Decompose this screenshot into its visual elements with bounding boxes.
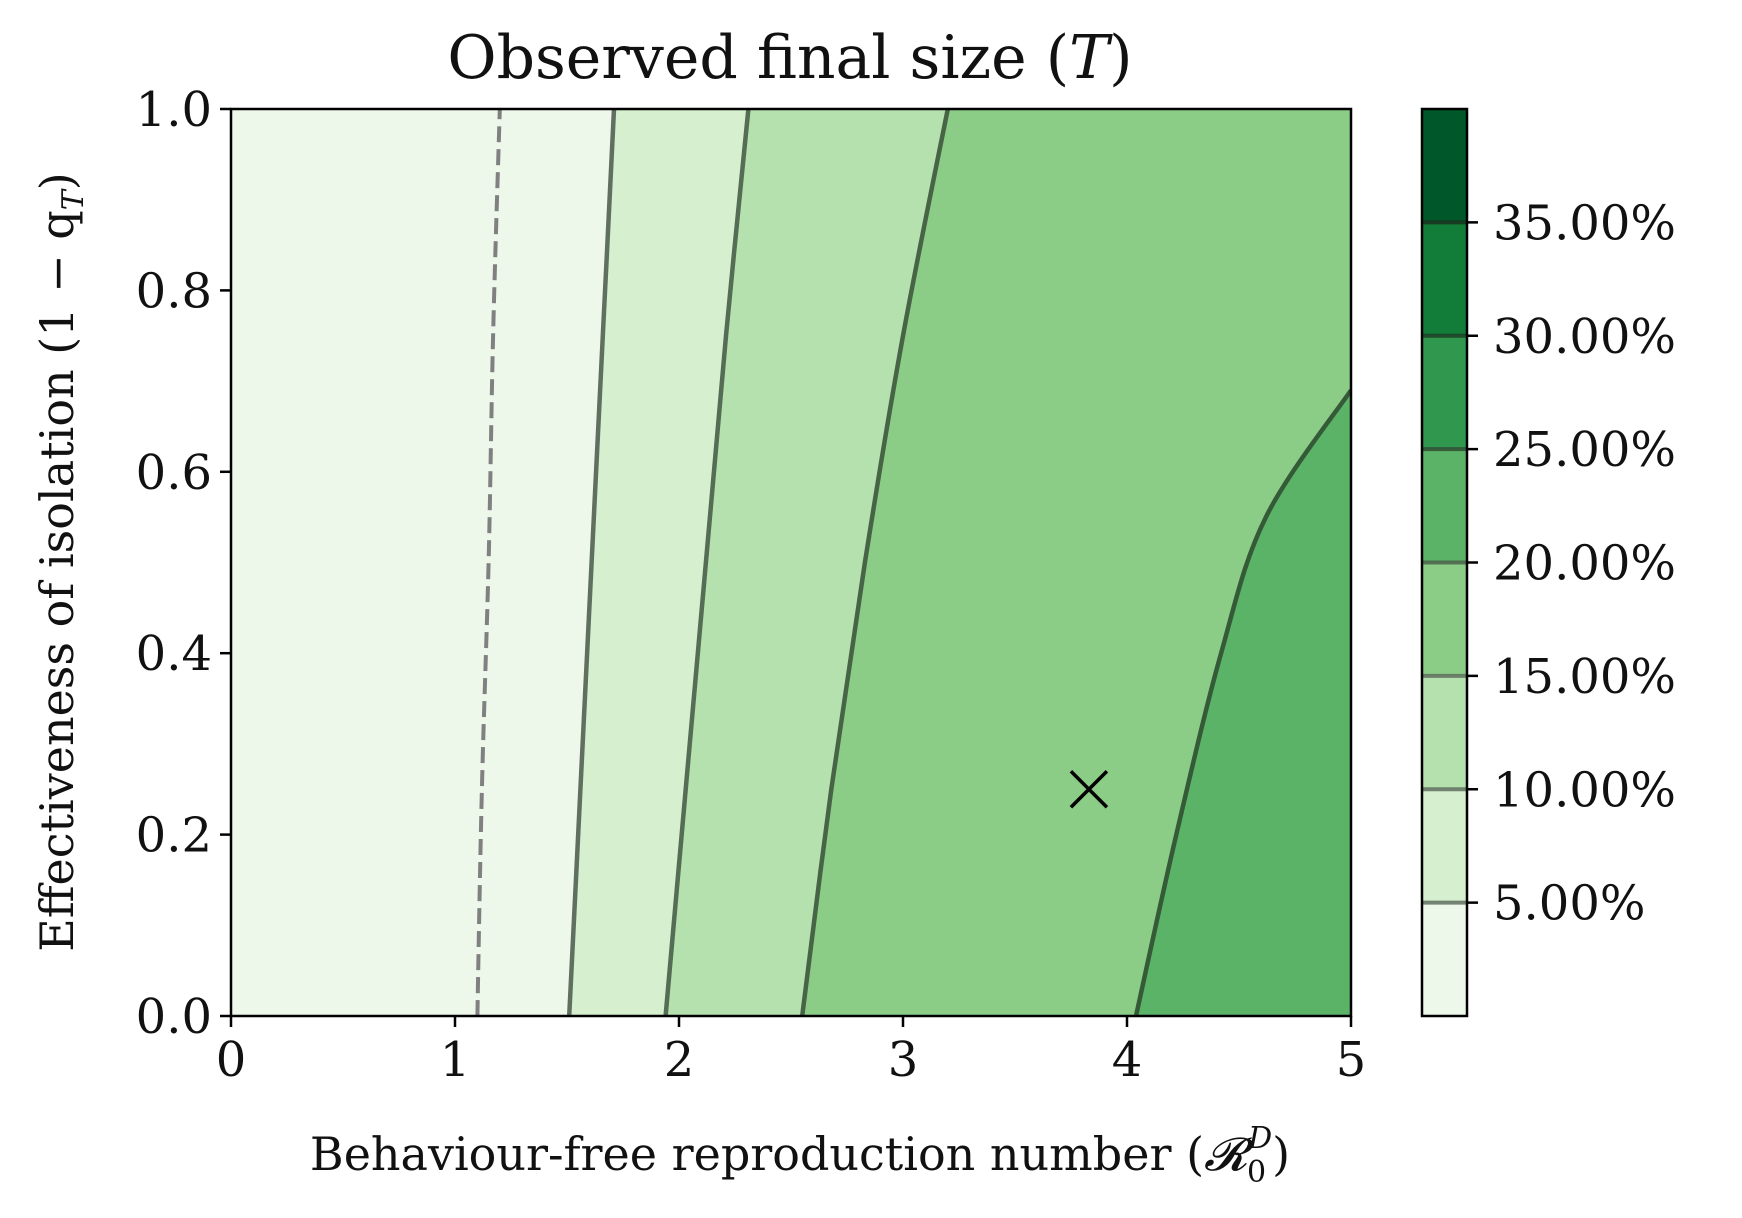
svg-text:0: 0 [216,1032,247,1088]
colorbar-frame [1420,107,1469,1018]
contour-line-15pct [799,109,951,1016]
colorbar-tick-10pct: 10.00% [1422,762,1676,818]
colorbar-band-0 [1422,902,1467,1016]
x-tick-2: 2 [664,1016,695,1088]
plot-frame [229,107,1353,1018]
y-tick-5: 1.0 [136,82,231,138]
svg-text:5: 5 [1336,1032,1367,1088]
svg-text:4: 4 [1112,1032,1143,1088]
colorbar-band-4 [1422,449,1467,563]
colorbar-band-2 [1422,675,1467,790]
current-estimate-marker [1069,770,1109,809]
colorbar-tick-20pct: 20.00% [1422,536,1676,592]
svg-text:35.00%: 35.00% [1493,195,1676,251]
colorbar-ticks: 5.00% 10.00% 15.00% 20.00% 25.00% 30.00%… [1422,195,1676,932]
colorbar-band-1 [1422,789,1467,903]
svg-text:10.00%: 10.00% [1493,762,1676,818]
x-tick-3: 3 [888,1016,919,1088]
chart-title-symbol: T [1069,23,1113,93]
contour-band-4 [1136,390,1351,1016]
contour-line-10pct [663,109,751,1016]
contour-bands [231,109,1351,1016]
colorbar-tick-15pct: 15.00% [1422,649,1676,705]
svg-text:2: 2 [664,1032,695,1088]
y-tick-0: 0.0 [136,989,231,1045]
y-axis-expr: 1 − q [30,210,84,337]
x-tick-0: 0 [216,1016,247,1088]
plot-area [229,107,1353,1018]
y-axis: 0.0 0.2 0.4 0.6 0.8 1.0 Effectiveness of… [30,82,231,1045]
colorbar-tick-5pct: 5.00% [1422,876,1645,932]
x-tick-4: 4 [1112,1016,1143,1088]
y-tick-2: 0.4 [136,626,231,682]
x-tick-5: 5 [1336,1016,1367,1088]
y-tick-4: 0.8 [136,263,231,319]
svg-text:0.8: 0.8 [136,263,212,319]
svg-text:30.00%: 30.00% [1493,309,1676,365]
y-axis-label: Effectiveness of isolation (1 − qT) [30,172,91,951]
chart-title-text: Observed final size [447,23,1026,93]
svg-text:0.0: 0.0 [136,989,212,1045]
x-axis-symbol-sub: 0 [1247,1155,1266,1190]
contour-line-5pct [566,109,617,1016]
y-tick-1: 0.2 [136,808,231,864]
colorbar-band-5 [1422,335,1467,450]
y-tick-3: 0.6 [136,445,231,501]
svg-text:0.4: 0.4 [136,626,212,682]
svg-text:1.0: 1.0 [136,82,212,138]
contour-line-20pct [1133,388,1351,1016]
colorbar-bands [1422,109,1467,1016]
x-axis-label: Behaviour-free reproduction number (𝓡0D) [310,1121,1290,1190]
colorbar-band-6 [1422,222,1467,336]
svg-text:20.00%: 20.00% [1493,536,1676,592]
colorbar: 5.00% 10.00% 15.00% 20.00% 25.00% 30.00%… [1420,107,1676,1018]
colorbar-tick-25pct: 25.00% [1422,422,1676,478]
colorbar-band-3 [1422,562,1467,676]
contour-lines [475,109,1351,1016]
y-axis-expr-sub: T [56,188,91,210]
svg-text:1: 1 [440,1032,471,1088]
svg-text:5.00%: 5.00% [1493,876,1645,932]
x-axis-symbol-sup: D [1247,1121,1272,1156]
svg-text:0.2: 0.2 [136,808,212,864]
colorbar-tick-30pct: 30.00% [1422,309,1676,365]
chart-title: Observed final size (T) [447,23,1132,93]
x-axis: 0 1 2 3 4 5 Behaviour-free reproduction … [216,1016,1367,1190]
colorbar-tick-35pct: 35.00% [1422,195,1676,251]
threshold-dashed-line [475,109,502,1016]
svg-text:25.00%: 25.00% [1493,422,1676,478]
svg-text:15.00%: 15.00% [1493,649,1676,705]
colorbar-band-7 [1422,109,1467,223]
svg-text:3: 3 [888,1032,919,1088]
svg-text:0.6: 0.6 [136,445,212,501]
x-tick-1: 1 [440,1016,471,1088]
x-axis-symbol: 𝓡 [1204,1127,1255,1181]
